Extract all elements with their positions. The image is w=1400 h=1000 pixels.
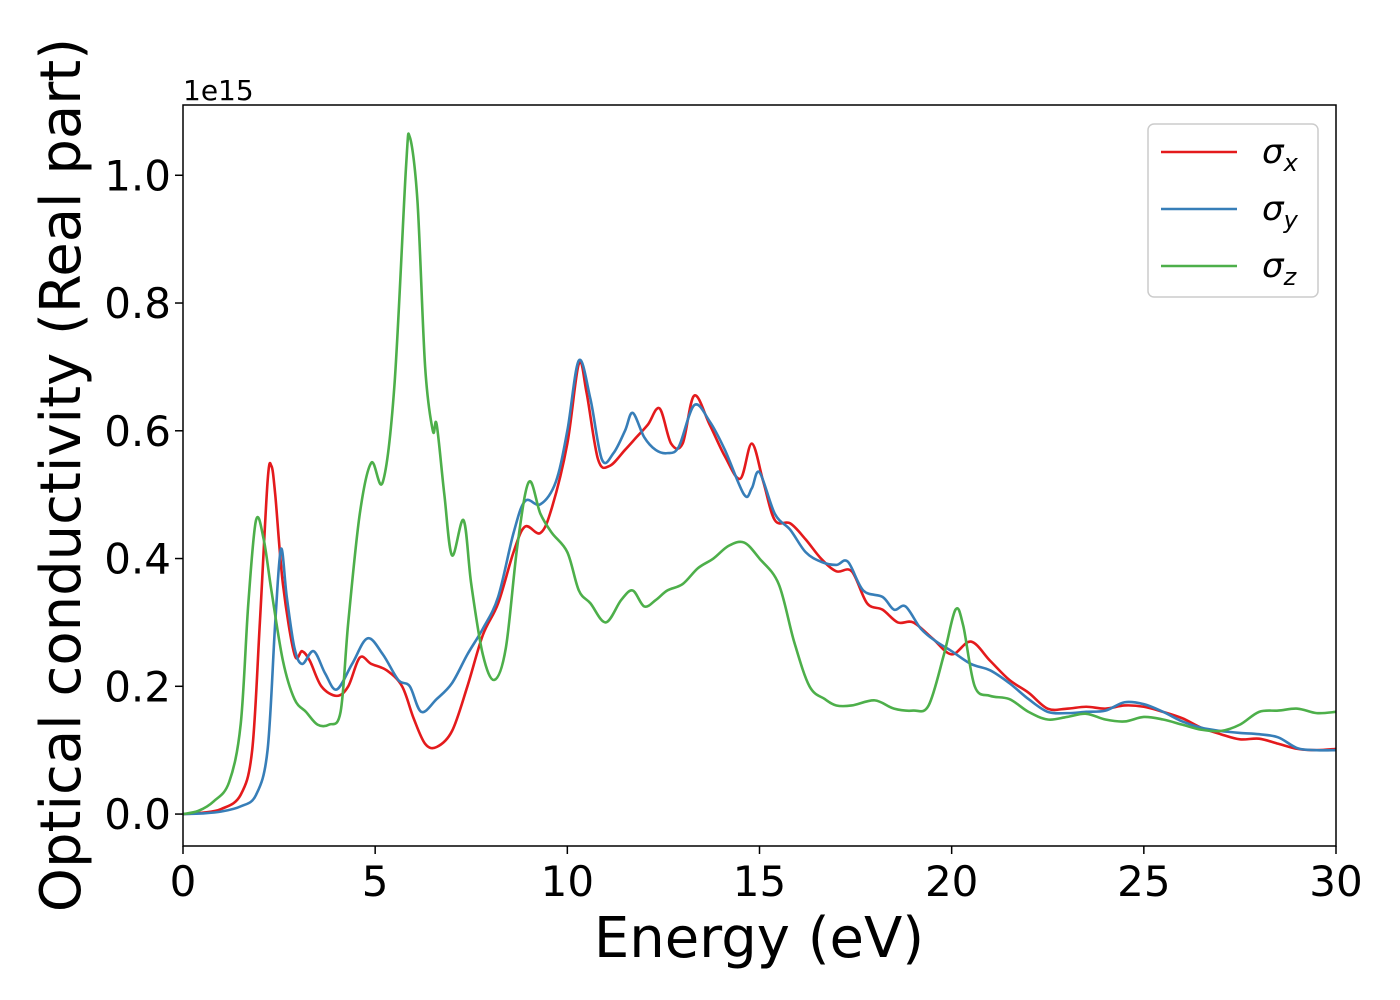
legend-subscript: y	[1283, 206, 1299, 234]
legend-label-y: σy	[1262, 189, 1299, 234]
x-tick-label: 25	[1117, 857, 1170, 906]
x-tick-label: 0	[170, 857, 197, 906]
series-layer	[183, 132, 1336, 816]
legend-label-x: σx	[1262, 132, 1299, 177]
x-tick-label: 5	[362, 857, 389, 906]
x-tick-label: 15	[733, 857, 786, 906]
x-tick-label: 20	[925, 857, 978, 906]
legend-symbol: σ	[1262, 132, 1285, 172]
legend-subscript: x	[1283, 149, 1299, 177]
x-axis-label: Energy (eV)	[594, 906, 924, 971]
y-tick-label: 0.4	[104, 535, 171, 584]
series-line-z	[183, 132, 1336, 816]
x-axis-ticks: 0 5 10 15 20 25 30	[170, 846, 1363, 906]
x-tick-label: 30	[1309, 857, 1362, 906]
legend-label-z: σz	[1262, 246, 1298, 291]
y-tick-label: 0.0	[104, 790, 171, 839]
legend-subscript: z	[1283, 263, 1298, 291]
x-tick-label: 10	[541, 857, 594, 906]
y-tick-label: 0.6	[104, 407, 171, 456]
y-tick-label: 0.8	[104, 279, 171, 328]
y-axis-ticks: 0.0 0.2 0.4 0.6 0.8 1.0	[104, 151, 183, 839]
legend-symbol: σ	[1262, 189, 1285, 229]
legend-symbol: σ	[1262, 246, 1285, 286]
legend-box	[1147, 123, 1319, 298]
series-line-y	[183, 358, 1336, 816]
y-tick-label: 1.0	[104, 151, 171, 200]
y-axis-label: Optical conductivity (Real part)	[29, 38, 94, 912]
y-offset-label: 1e15	[183, 74, 254, 107]
y-tick-label: 0.2	[104, 662, 171, 711]
series-line-x	[183, 360, 1336, 816]
